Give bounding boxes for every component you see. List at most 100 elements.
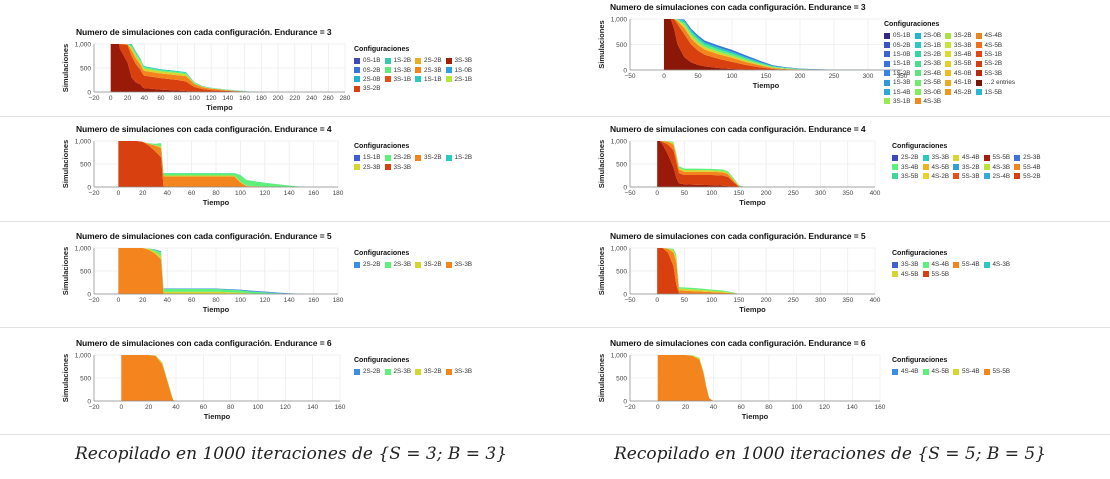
legend-item[interactable]: 3S-4B xyxy=(945,50,972,59)
legend-item[interactable]: 3S-2B xyxy=(953,162,980,171)
legend-item[interactable]: 2S-3B xyxy=(384,367,411,376)
legend-item[interactable]: 1S-2B xyxy=(384,56,411,65)
legend-item[interactable]: 3S-5B xyxy=(945,59,972,68)
legend-item[interactable]: 1S-3B xyxy=(384,65,411,74)
legend-item[interactable]: 1S-2B xyxy=(884,69,911,78)
legend-label: 3S-2B xyxy=(424,261,442,269)
legend-item[interactable]: 4S-5B xyxy=(922,367,949,376)
legend-item[interactable]: 1S-2B xyxy=(445,153,472,162)
chart-title: Numero de simulaciones con cada configur… xyxy=(610,124,866,134)
legend-item[interactable]: 2S-2B xyxy=(914,50,941,59)
legend-item[interactable]: 4S-3B xyxy=(983,162,1010,171)
legend-item[interactable]: 2S-2B xyxy=(354,367,381,376)
legend-item[interactable]: 2S-4B xyxy=(914,69,941,78)
legend-item[interactable]: 2S-2B xyxy=(892,153,919,162)
legend-item[interactable]: 2S-3B xyxy=(415,65,442,74)
legend-item[interactable]: …2 entries xyxy=(975,78,1015,87)
legend-item[interactable]: 5S-4B xyxy=(953,367,980,376)
legend-item[interactable]: 1S-4B xyxy=(884,87,911,96)
legend-item[interactable]: 5S-2B xyxy=(975,59,1015,68)
legend-item[interactable]: 3S-3B xyxy=(945,40,972,49)
legend-item[interactable]: 4S-5B xyxy=(892,269,919,278)
legend-item[interactable]: 2S-3B xyxy=(1014,153,1041,162)
legend-item[interactable]: 3S-3B xyxy=(922,153,949,162)
legend-item[interactable]: 3S-3B xyxy=(445,367,473,376)
legend-item[interactable]: 2S-1B xyxy=(914,40,941,49)
legend-item[interactable]: 2S-5B xyxy=(914,78,941,87)
legend-item[interactable]: 3S-2B xyxy=(415,260,442,269)
legend-swatch xyxy=(884,32,890,39)
legend-item[interactable]: 3S-3B xyxy=(384,162,411,171)
legend-swatch xyxy=(884,60,890,67)
legend-item[interactable]: 3S-2B xyxy=(354,84,381,93)
legend-item[interactable]: 4S-3B xyxy=(983,260,1010,269)
legend-item[interactable]: 0S-2B xyxy=(354,65,381,74)
legend-item[interactable]: 5S-3B xyxy=(975,69,1015,78)
legend-item[interactable]: 5S-4B xyxy=(953,260,980,269)
legend-item[interactable]: 1S-1B xyxy=(884,59,911,68)
legend-item[interactable]: 3S-3B xyxy=(445,56,472,65)
legend-item[interactable]: 0S-1B xyxy=(354,56,381,65)
legend-label: 2S-0B xyxy=(923,32,942,40)
y-axis-label: Simulaciones xyxy=(597,140,606,188)
legend-item[interactable]: 3S-3B xyxy=(892,260,919,269)
legend-item[interactable]: 3S-1B xyxy=(884,97,911,106)
legend-item[interactable]: 2S-3B xyxy=(914,59,941,68)
legend-item[interactable]: 4S-4B xyxy=(953,153,980,162)
x-tick-label: −20 xyxy=(88,297,99,304)
legend-item[interactable]: 5S-5B xyxy=(983,153,1010,162)
legend-label: 5S-5B xyxy=(931,270,950,278)
legend-item[interactable]: 4S-1B xyxy=(945,78,972,87)
legend-item[interactable]: 5S-2B xyxy=(1014,172,1041,181)
legend-item[interactable]: 4S-4B xyxy=(975,31,1015,40)
legend-item[interactable]: 0S-1B xyxy=(884,31,911,40)
legend-item[interactable]: 3S-4B xyxy=(892,162,919,171)
legend-item[interactable]: 4S-5B xyxy=(975,40,1015,49)
legend-item[interactable]: 1S-1B xyxy=(354,153,381,162)
x-tick-label: 150 xyxy=(761,73,772,80)
legend-item[interactable]: 1S-0B xyxy=(445,65,473,74)
legend-item[interactable]: 3S-5B xyxy=(892,172,919,181)
legend-item[interactable]: 5S-5B xyxy=(922,269,950,278)
legend-item[interactable]: 2S-4B xyxy=(983,172,1010,181)
legend-item[interactable]: 1S-1B xyxy=(415,75,442,84)
legend-item[interactable]: 5S-3B xyxy=(953,172,980,181)
legend-item[interactable]: 4S-3B xyxy=(914,97,941,106)
legend-item[interactable]: 4S-2B xyxy=(922,172,949,181)
legend-item[interactable]: 3S-2B xyxy=(945,31,972,40)
legend-item[interactable]: 2S-0B xyxy=(354,75,381,84)
legend-item[interactable]: 2S-3B xyxy=(354,162,381,171)
legend-item[interactable]: 2S-2B xyxy=(415,56,442,65)
legend-item[interactable]: 4S-0B xyxy=(945,69,972,78)
legend-item[interactable]: 5S-5B xyxy=(983,367,1010,376)
legend-item[interactable]: 1S-0B xyxy=(884,50,911,59)
x-tick-label: 50 xyxy=(681,297,689,304)
legend-item[interactable]: 2S-2B xyxy=(384,153,411,162)
legend-label: 3S-3B xyxy=(454,261,473,269)
legend-item[interactable]: 5S-4B xyxy=(1014,162,1041,171)
legend-item[interactable]: 1S-3B xyxy=(884,78,911,87)
legend-item[interactable]: 2S-2B xyxy=(354,260,381,269)
legend-item[interactable]: 2S-3B xyxy=(384,260,411,269)
legend-item[interactable]: 4S-5B xyxy=(922,162,949,171)
legend-item[interactable]: 2S-0B xyxy=(914,31,942,40)
legend-label: 3S-3B xyxy=(454,368,473,376)
legend-item[interactable]: 1S-5B xyxy=(975,87,1015,96)
legend-item[interactable]: 4S-4B xyxy=(892,367,919,376)
legend-item[interactable]: 5S-1B xyxy=(975,50,1015,59)
legend-item[interactable]: 3S-0B xyxy=(914,87,941,96)
chart-title: Numero de simulaciones con cada configur… xyxy=(76,124,332,134)
legend-label: 1S-0B xyxy=(454,66,473,74)
legend-item[interactable]: 0S-2B xyxy=(884,40,911,49)
legend-item[interactable]: 3S-2B xyxy=(415,367,442,376)
legend-item[interactable]: 3S-2B xyxy=(415,153,442,162)
area-series-6 xyxy=(110,44,345,92)
legend-item[interactable]: 2S-1B xyxy=(445,75,472,84)
legend-item[interactable]: 4S-4B xyxy=(922,260,949,269)
legend-item[interactable]: 3S-3B xyxy=(445,260,473,269)
legend-item[interactable]: 4S-2B xyxy=(945,87,972,96)
chart-title: Numero de simulaciones con cada configur… xyxy=(610,231,866,241)
legend-label: 0S-1B xyxy=(893,32,911,40)
chart-legend: Configuraciones 4S-4B 4S-5B 5S-4B 5S-5B xyxy=(892,357,1042,376)
legend-item[interactable]: 3S-1B xyxy=(384,75,411,84)
